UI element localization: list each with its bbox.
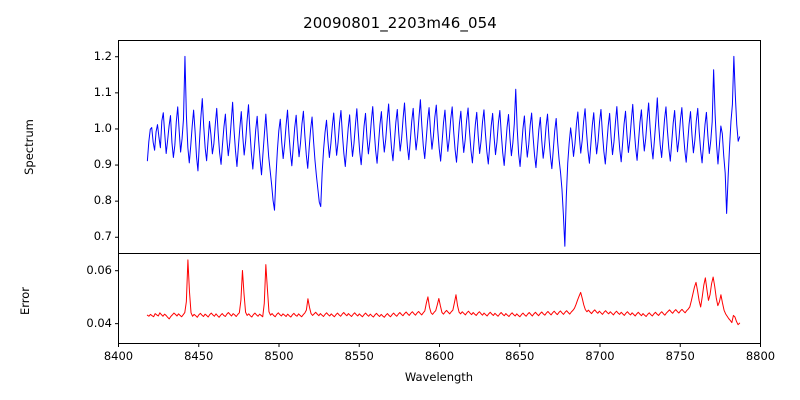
tick-label: 8700 bbox=[585, 349, 615, 363]
tick-label: 0.8 bbox=[93, 193, 112, 208]
figure-title: 20090801_2203m46_054 bbox=[303, 14, 497, 32]
error-panel-frame bbox=[118, 253, 761, 344]
x-tick-marks bbox=[118, 343, 761, 347]
tick-label: 8400 bbox=[103, 349, 134, 363]
tick-label: 0.04 bbox=[86, 315, 112, 330]
tick-label: 8600 bbox=[424, 349, 455, 363]
tick-label: 1.1 bbox=[93, 84, 112, 99]
tick-label: 1.2 bbox=[93, 48, 112, 63]
spectrum-tick-marks bbox=[115, 56, 119, 238]
tick-label: 8450 bbox=[184, 349, 214, 363]
tick-label: 0.06 bbox=[86, 262, 112, 277]
tick-label: 8500 bbox=[264, 349, 294, 363]
tick-label: 0.9 bbox=[93, 157, 112, 172]
error-tick-marks bbox=[115, 270, 119, 325]
tick-label: 0.7 bbox=[93, 229, 112, 244]
tick-label: 8800 bbox=[745, 349, 776, 363]
x-axis-label: Wavelength bbox=[404, 370, 474, 384]
tick-label: 1.0 bbox=[93, 120, 112, 135]
error-data-line bbox=[146, 259, 741, 326]
tick-label: 8650 bbox=[505, 349, 535, 363]
tick-label: 8750 bbox=[665, 349, 695, 363]
tick-label: 8550 bbox=[344, 349, 374, 363]
spectrum-data-line bbox=[146, 55, 741, 247]
